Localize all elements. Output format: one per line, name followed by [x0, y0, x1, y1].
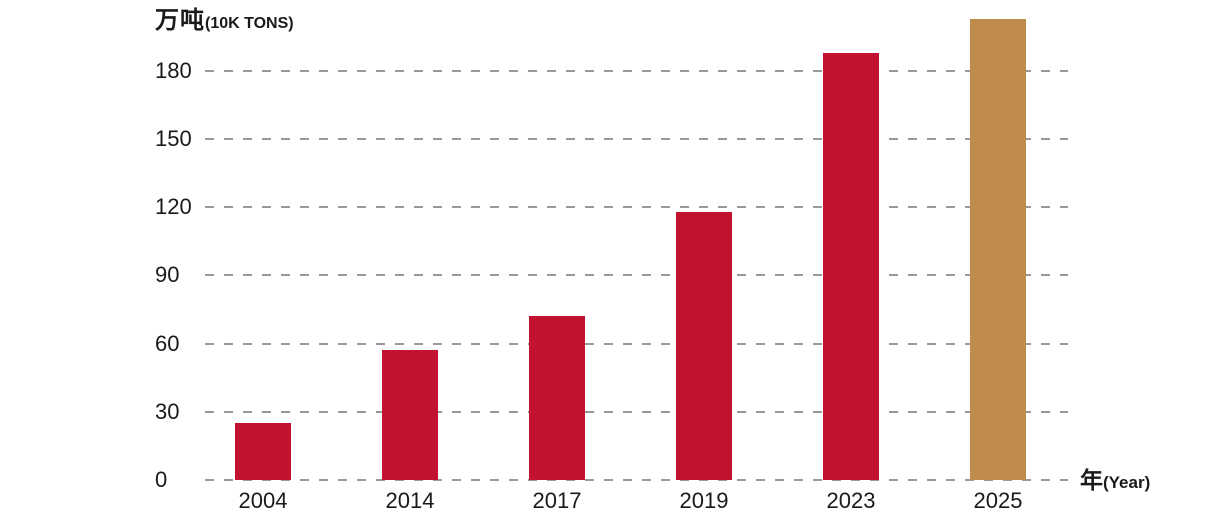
- bar-2025: [970, 19, 1026, 480]
- y-tick-label: 90: [155, 262, 180, 288]
- gridline: [205, 274, 1068, 277]
- x-tick-label: 2025: [973, 488, 1023, 513]
- bar-2014: [382, 350, 438, 480]
- x-tick-label: 2017: [532, 488, 582, 513]
- y-axis-unit-label: 万吨(10K TONS): [155, 8, 294, 37]
- x-axis-label-en: (Year): [1103, 473, 1151, 492]
- x-tick-label: 2004: [238, 488, 288, 513]
- x-tick-label: 2023: [826, 488, 876, 513]
- gridline: [205, 342, 1068, 345]
- x-axis-label: 年(Year): [1080, 466, 1150, 498]
- y-axis-unit-cjk: 万吨: [155, 7, 205, 34]
- y-axis-unit-en: (10K TONS): [205, 15, 294, 32]
- gridline: [205, 69, 1068, 72]
- y-tick-label: 60: [155, 330, 180, 356]
- bar-2023: [823, 53, 879, 480]
- x-tick-label: 2014: [385, 488, 435, 513]
- y-tick-label: 180: [155, 57, 192, 83]
- bar-2004: [235, 423, 291, 480]
- gridline: [205, 138, 1068, 141]
- gridline: [205, 479, 1068, 481]
- bar-2019: [676, 212, 732, 480]
- gridline: [205, 206, 1068, 209]
- y-tick-label: 150: [155, 126, 192, 152]
- gridline: [205, 410, 1068, 413]
- x-tick-label: 2019: [679, 488, 729, 513]
- y-tick-label: 0: [155, 467, 168, 492]
- y-tick-label: 120: [155, 194, 192, 220]
- x-axis-label-cjk: 年: [1080, 467, 1103, 493]
- bar-2017: [529, 316, 585, 480]
- y-tick-label: 30: [155, 398, 180, 424]
